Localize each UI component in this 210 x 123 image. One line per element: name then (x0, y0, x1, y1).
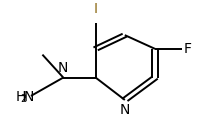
Text: 2: 2 (21, 94, 27, 104)
Text: I: I (94, 2, 98, 16)
Text: N: N (23, 90, 34, 104)
Text: F: F (184, 42, 192, 56)
Text: N: N (58, 61, 68, 75)
Text: H: H (16, 90, 26, 104)
Text: N: N (120, 103, 130, 117)
